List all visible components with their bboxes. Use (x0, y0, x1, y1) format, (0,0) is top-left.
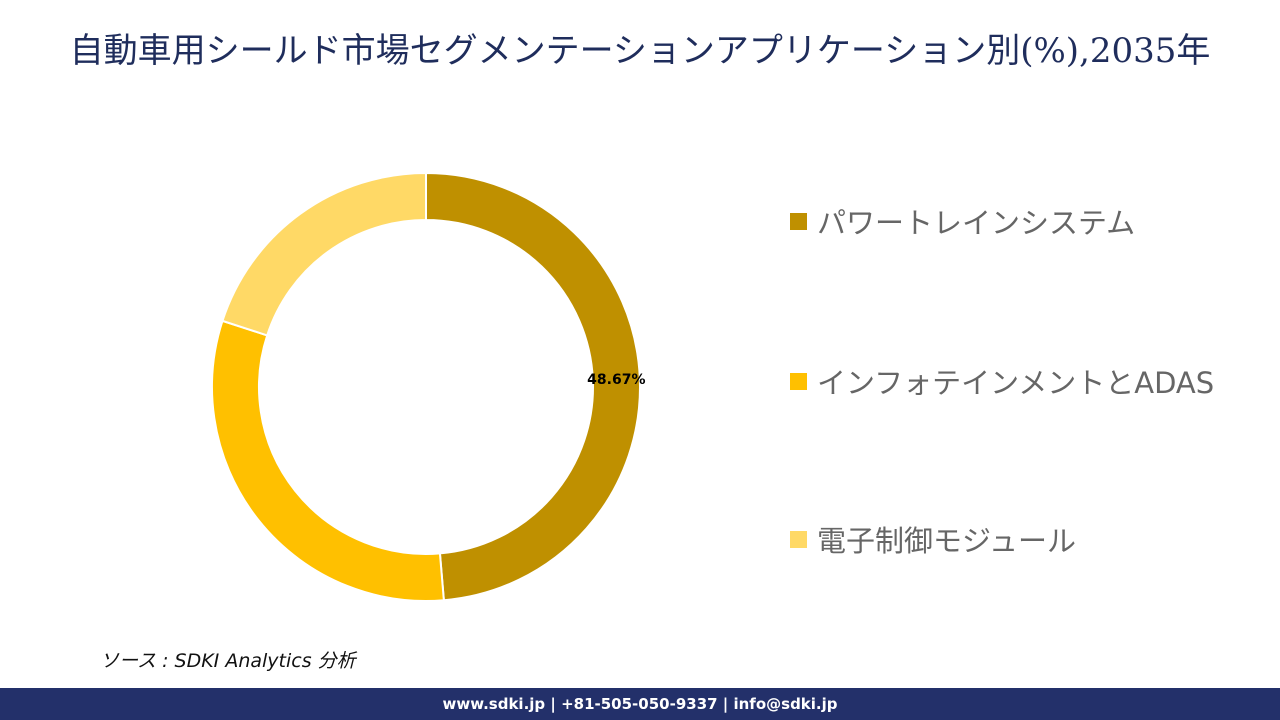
legend-label: パワートレインシステム (817, 206, 1136, 240)
legend-swatch (790, 372, 807, 390)
legend-item-1: パワートレインシステム (790, 200, 1135, 242)
legend-label: インフォテインメントとADAS (817, 366, 1215, 400)
legend-item-2: インフォテインメントとADAS (790, 360, 1214, 402)
legend-swatch (790, 530, 807, 548)
data-label-1: 48.67% (587, 372, 645, 388)
chart-title: 自動車用シールド市場セグメンテーションアプリケーション別(%),2035年 (69, 31, 1211, 71)
legend-swatch (790, 212, 807, 230)
footer-contact-bar: www.sdki.jp | +81-505-050-9337 | info@sd… (0, 688, 1280, 720)
donut-slice-1 (425, 171, 641, 602)
legend-label: 電子制御モジュール (817, 524, 1076, 558)
donut-slice-2 (211, 319, 445, 602)
legend-item-3: 電子制御モジュール (790, 518, 1076, 560)
source-note: ソース : SDKI Analytics 分析 (100, 650, 356, 672)
donut-slice-3 (221, 171, 427, 337)
